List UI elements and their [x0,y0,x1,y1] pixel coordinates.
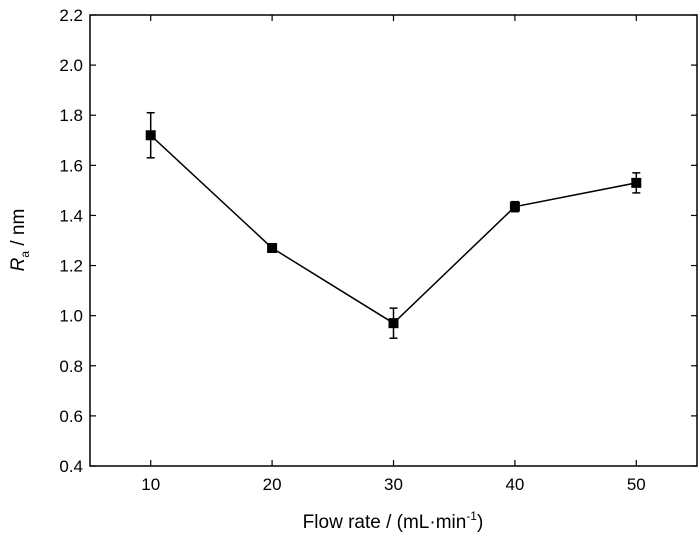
x-axis-title: Flow rate / (mL·min-1) [303,509,484,533]
y-tick-label: 0.8 [59,357,83,376]
plot-frame [89,14,698,467]
x-tick-label: 20 [263,475,282,494]
series-group [145,111,642,339]
y-axis-title-subscript: a [18,251,32,258]
y-tick-label: 1.2 [59,257,83,276]
y-axis-title-unit: / nm [8,209,29,251]
data-point [267,243,278,254]
y-tick-label: 1.0 [59,307,83,326]
data-point [145,130,156,141]
y-tick-label: 1.6 [59,156,83,175]
y-axis-title: Ra / nm [8,209,32,272]
x-tick-label: 40 [505,475,524,494]
x-tick-label: 10 [141,475,160,494]
y-tick-label: 1.4 [59,206,83,225]
x-axis-title-close: ) [477,512,483,533]
x-axis-title-main: Flow rate / (mL·min [303,512,467,533]
x-axis-title-superscript: -1 [466,509,477,523]
axis-ticks: 0.4 0.6 0.8 1.0 1.2 1.4 1.6 1.8 2.0 2.2 10 20 30 40 50 [59,6,697,494]
y-axis-title-symbol: R [8,257,29,271]
data-point [509,201,520,212]
y-tick-label: 0.4 [59,457,83,476]
y-tick-label: 1.8 [59,106,83,125]
x-tick-label: 50 [627,475,646,494]
y-tick-label: 2.2 [59,6,83,25]
y-tick-label: 0.6 [59,407,83,426]
x-tick-label: 30 [384,475,403,494]
series-line [150,134,637,325]
data-point [631,177,642,188]
y-tick-label: 2.0 [59,56,83,75]
data-point [388,318,399,329]
